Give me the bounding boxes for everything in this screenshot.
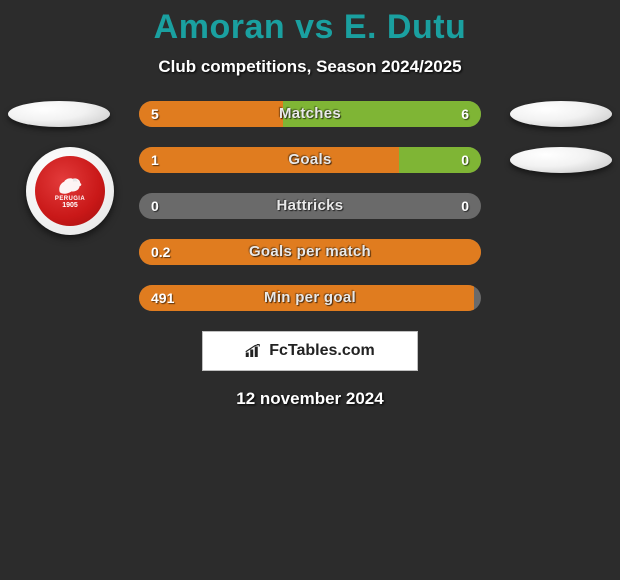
club-badge-inner: PERUGIA 1905	[35, 156, 105, 226]
player-right-disc-2	[510, 147, 612, 173]
player-left-disc	[8, 101, 110, 127]
comparison-area: PERUGIA 1905 56Matches 10Goals 00Hattricks…	[0, 101, 620, 311]
stat-row: 491Min per goal	[139, 285, 481, 311]
page-title: Amoran vs E. Dutu	[0, 0, 620, 47]
date-text: 12 november 2024	[0, 389, 620, 409]
player-right-disc-1	[510, 101, 612, 127]
stat-rows: 56Matches 10Goals 00Hattricks 0.2Goals per …	[139, 101, 481, 311]
stat-label: Hattricks	[139, 193, 481, 219]
stat-label: Min per goal	[139, 285, 481, 311]
stat-label: Matches	[139, 101, 481, 127]
club-badge: PERUGIA 1905	[26, 147, 114, 235]
stat-row: 56Matches	[139, 101, 481, 127]
brand-box: FcTables.com	[202, 331, 418, 371]
griffin-icon	[55, 173, 85, 195]
subtitle: Club competitions, Season 2024/2025	[0, 57, 620, 77]
brand-bars-icon	[245, 344, 263, 358]
stat-row: 00Hattricks	[139, 193, 481, 219]
stat-label: Goals per match	[139, 239, 481, 265]
stat-label: Goals	[139, 147, 481, 173]
stat-row: 10Goals	[139, 147, 481, 173]
club-year: 1905	[62, 202, 78, 209]
brand-text: FcTables.com	[269, 342, 375, 360]
stat-row: 0.2Goals per match	[139, 239, 481, 265]
